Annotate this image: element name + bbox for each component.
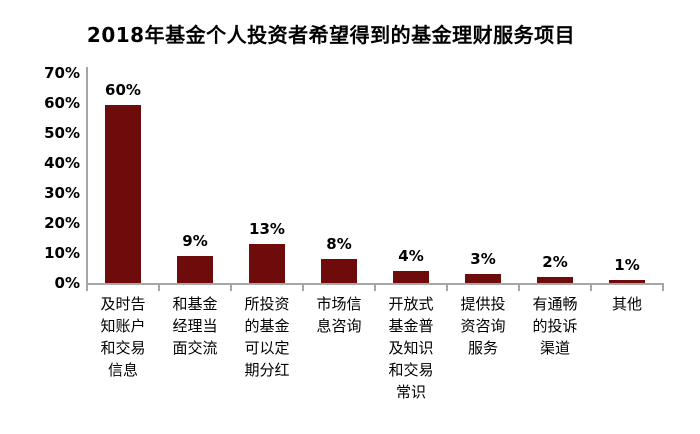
x-axis-tick: [590, 283, 592, 291]
bar-value-label: 1%: [614, 256, 640, 274]
y-axis-tick-label: 50%: [44, 124, 80, 142]
x-axis-tick: [662, 283, 664, 291]
y-axis-line: [86, 67, 88, 285]
y-axis-tick-label: 70%: [44, 64, 80, 82]
x-axis-tick: [518, 283, 520, 291]
y-axis-tick-label: 10%: [44, 244, 80, 262]
bar-value-label: 3%: [470, 250, 496, 268]
bar: [465, 274, 501, 283]
x-category-label: 市场信息咨询: [316, 295, 362, 335]
x-category-label: 开放式基金普及知识和交易常识: [388, 295, 434, 401]
bar-value-label: 2%: [542, 253, 568, 271]
bar-value-label: 13%: [249, 220, 285, 238]
y-axis-tick-label: 20%: [44, 214, 80, 232]
bar: [105, 105, 141, 283]
y-axis-tick-label: 40%: [44, 154, 80, 172]
x-axis-tick: [230, 283, 232, 291]
x-category-label: 其他: [611, 295, 642, 313]
chart-title: 2018年基金个人投资者希望得到的基金理财服务项目: [86, 23, 576, 47]
bar: [609, 280, 645, 283]
x-axis-tick: [302, 283, 304, 291]
bar: [249, 244, 285, 283]
y-axis-tick-label: 60%: [44, 94, 80, 112]
x-axis-tick: [374, 283, 376, 291]
bar-value-label: 60%: [105, 81, 141, 99]
bar-value-label: 4%: [398, 247, 424, 265]
bar: [321, 259, 357, 283]
bar-value-label: 9%: [182, 232, 208, 250]
x-axis-tick: [86, 283, 88, 291]
bar: [177, 256, 213, 283]
bar: [393, 271, 429, 283]
x-category-label: 所投资的基金可以定期分红: [244, 295, 290, 379]
x-axis-tick: [158, 283, 160, 291]
x-category-label: 提供投资咨询服务: [460, 295, 506, 357]
x-axis-tick: [446, 283, 448, 291]
bar: [537, 277, 573, 283]
y-axis-tick-label: 30%: [44, 184, 80, 202]
x-category-label: 及时告知账户和交易信息: [100, 295, 146, 379]
x-category-label: 和基金经理当面交流: [172, 295, 218, 357]
y-axis-tick-label: 0%: [54, 274, 80, 292]
x-category-label: 有通畅的投诉渠道: [532, 295, 578, 357]
bar-value-label: 8%: [326, 235, 352, 253]
